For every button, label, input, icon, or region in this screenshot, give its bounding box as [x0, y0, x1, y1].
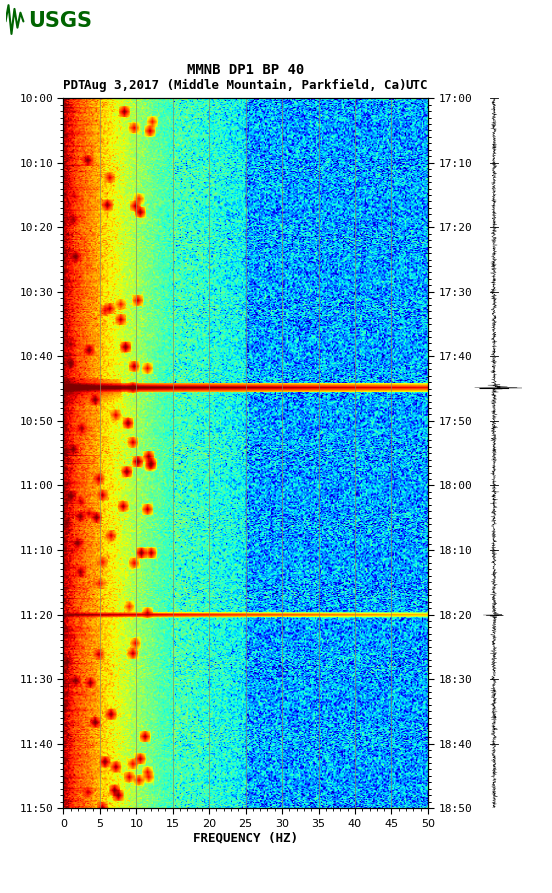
Text: UTC: UTC: [405, 79, 428, 92]
Text: Aug 3,2017 (Middle Mountain, Parkfield, Ca): Aug 3,2017 (Middle Mountain, Parkfield, …: [84, 79, 407, 92]
Text: PDT: PDT: [63, 79, 86, 92]
Text: MMNB DP1 BP 40: MMNB DP1 BP 40: [187, 63, 304, 77]
Text: USGS: USGS: [28, 12, 92, 31]
X-axis label: FREQUENCY (HZ): FREQUENCY (HZ): [193, 831, 298, 845]
